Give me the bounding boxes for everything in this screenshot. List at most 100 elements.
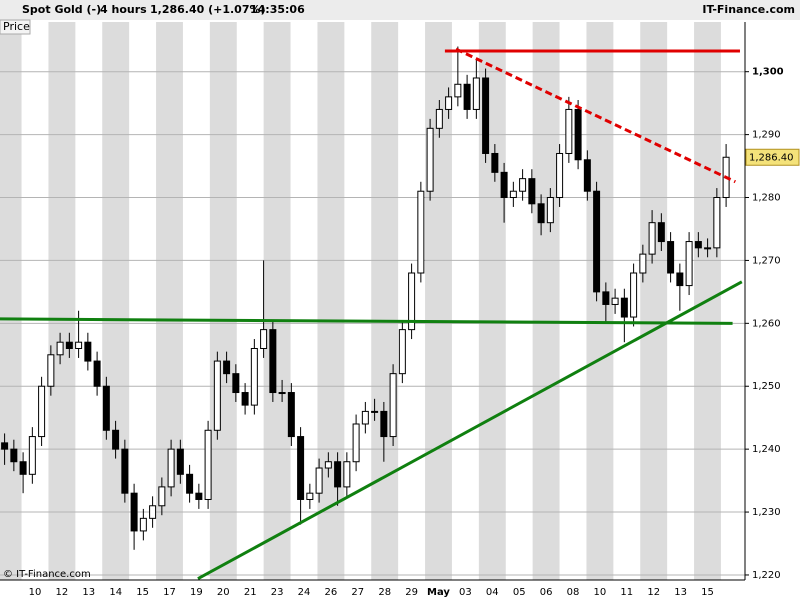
candle-body	[556, 152, 564, 199]
candle-body	[19, 461, 27, 475]
day-stripe	[371, 22, 399, 580]
y-tick-label: 1,220	[752, 570, 781, 581]
candle-body	[676, 272, 684, 287]
candle-body	[334, 461, 342, 488]
candle-body	[287, 392, 295, 438]
y-tick-label: 1,290	[752, 130, 781, 141]
y-tick-label: 1,280	[752, 193, 781, 204]
candle-body	[75, 341, 83, 349]
candle-body	[546, 197, 554, 224]
panel-label: Price	[3, 20, 30, 33]
day-stripe	[532, 22, 560, 580]
x-tick-label: 26	[325, 587, 338, 598]
candle-body	[195, 492, 203, 500]
candle-body	[574, 108, 582, 161]
quote: 1,286.40 (+1.07%)	[150, 3, 266, 16]
candle-body	[306, 492, 314, 500]
candle-body	[269, 329, 277, 394]
day-stripe	[640, 22, 668, 580]
instrument: Spot Gold (-)	[22, 3, 101, 16]
x-tick-label: 12	[647, 587, 660, 598]
candle-body	[130, 492, 138, 532]
candle-body	[38, 385, 46, 438]
x-tick-label: 15	[136, 587, 149, 598]
candle-body	[186, 473, 194, 494]
candle-body	[602, 291, 610, 305]
y-tick-label: 1,230	[752, 507, 781, 518]
x-tick-label: 03	[459, 587, 472, 598]
candle-body	[519, 178, 527, 192]
candle-body	[435, 108, 443, 129]
candle-body	[639, 253, 647, 274]
candle-body	[84, 341, 92, 362]
x-tick-label: 23	[271, 587, 284, 598]
candle-body	[250, 347, 258, 406]
x-tick-label: 12	[56, 587, 69, 598]
candle-body	[213, 360, 221, 431]
price-tag-label: 1,286.40	[749, 152, 794, 163]
candle-body	[398, 329, 406, 375]
y-tick-label: 1,250	[752, 381, 781, 392]
candle-body	[278, 392, 286, 395]
candle-body	[260, 329, 268, 349]
candle-body	[509, 190, 517, 199]
candle-body	[667, 241, 675, 274]
candle-body	[565, 108, 573, 154]
x-tick-label: 28	[378, 587, 391, 598]
candle-body	[47, 354, 55, 387]
x-tick-label: 13	[674, 587, 687, 598]
candle-body	[454, 83, 462, 98]
candle-body	[408, 272, 416, 331]
x-tick-label: 10	[29, 587, 42, 598]
candle-body	[491, 152, 499, 173]
day-stripe	[317, 22, 345, 580]
candle-body	[380, 410, 388, 438]
candle-body	[204, 429, 212, 500]
x-tick-label: 27	[351, 587, 364, 598]
y-tick-label: 1,240	[752, 444, 781, 455]
candle-body	[324, 461, 332, 469]
candle-body	[167, 448, 175, 488]
candle-body	[315, 467, 323, 494]
y-tick-label: 1,300	[752, 67, 784, 78]
x-tick-label: 11	[620, 587, 633, 598]
x-tick-label: 13	[82, 587, 95, 598]
candle-body	[352, 423, 360, 463]
candle-body	[583, 159, 591, 192]
x-tick-label: 05	[513, 587, 526, 598]
candle-body	[537, 203, 545, 224]
x-tick-label: 10	[594, 587, 607, 598]
plot-area	[0, 22, 745, 581]
candle-body	[102, 385, 110, 431]
candle-body	[158, 486, 166, 507]
x-tick-label: 21	[244, 587, 257, 598]
trend-line	[455, 47, 736, 184]
candle-body	[620, 297, 628, 318]
candle-body	[232, 373, 240, 394]
candle-body	[28, 436, 36, 475]
x-tick-label: 19	[190, 587, 203, 598]
x-tick-label: May	[427, 587, 450, 598]
candle-body	[426, 127, 434, 192]
candle-body	[593, 190, 601, 293]
copyright: © IT-Finance.com	[3, 569, 91, 580]
candle-body	[223, 360, 231, 375]
candle-body	[685, 241, 693, 287]
candle-body	[611, 297, 619, 305]
candle-body	[657, 222, 665, 243]
candle-body	[500, 171, 508, 199]
candle-body	[112, 429, 120, 450]
x-tick-label: 17	[163, 587, 176, 598]
candle-body	[648, 222, 656, 255]
candle-body	[713, 197, 721, 249]
candle-body	[343, 461, 351, 488]
candle-body	[149, 505, 157, 519]
candle-body	[371, 410, 379, 413]
candle-body	[121, 448, 129, 494]
candle-body	[10, 448, 18, 463]
candle-body	[694, 241, 702, 249]
day-stripe	[48, 22, 76, 580]
x-tick-label: 15	[701, 587, 714, 598]
x-tick-label: 06	[540, 587, 553, 598]
candle-body	[65, 341, 73, 349]
